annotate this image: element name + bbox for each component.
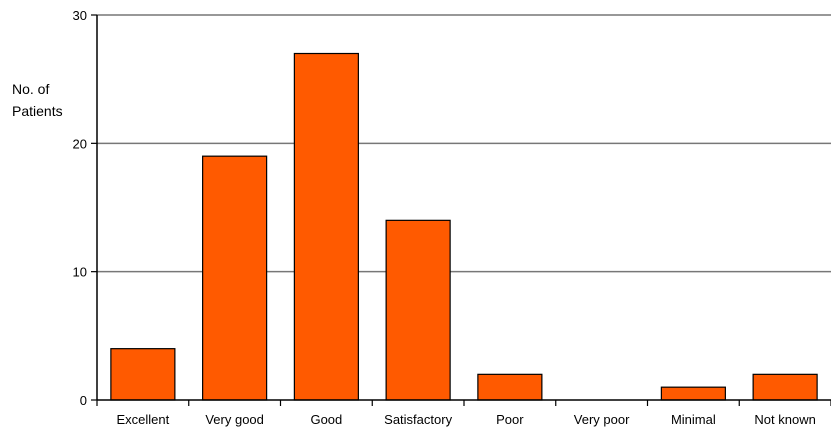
bar-poor bbox=[477, 373, 543, 401]
y-tick-label: 10 bbox=[73, 265, 87, 280]
x-tick-label: Excellent bbox=[117, 412, 170, 427]
x-tick-label: Poor bbox=[496, 412, 524, 427]
bar-minimal bbox=[660, 386, 726, 401]
y-tick-label: 30 bbox=[73, 8, 87, 23]
x-tick-label: Good bbox=[310, 412, 342, 427]
x-tick-label: Not known bbox=[754, 412, 815, 427]
bar-satisfactory bbox=[385, 219, 451, 401]
y-axis-label-line-2: Patients bbox=[12, 103, 63, 119]
y-tick-label: 20 bbox=[73, 136, 87, 151]
x-ticks: Excellent Very good Good Satisfactory Poor Ve… bbox=[96, 400, 831, 427]
bar-not-known bbox=[752, 373, 818, 401]
bar-good bbox=[293, 52, 359, 401]
y-ticks: 0 10 20 30 bbox=[73, 8, 97, 408]
bar-excellent bbox=[110, 348, 176, 401]
y-axis-label-line-1: No. of bbox=[12, 81, 49, 97]
x-tick-label: Very poor bbox=[574, 412, 630, 427]
x-tick-label: Minimal bbox=[671, 412, 716, 427]
y-axis-label: No. of Patients bbox=[12, 81, 63, 119]
x-tick-label: Satisfactory bbox=[384, 412, 452, 427]
y-tick-label: 0 bbox=[80, 393, 87, 408]
x-tick-label: Very good bbox=[205, 412, 264, 427]
bar-very-good bbox=[202, 155, 268, 401]
bars bbox=[110, 52, 818, 401]
